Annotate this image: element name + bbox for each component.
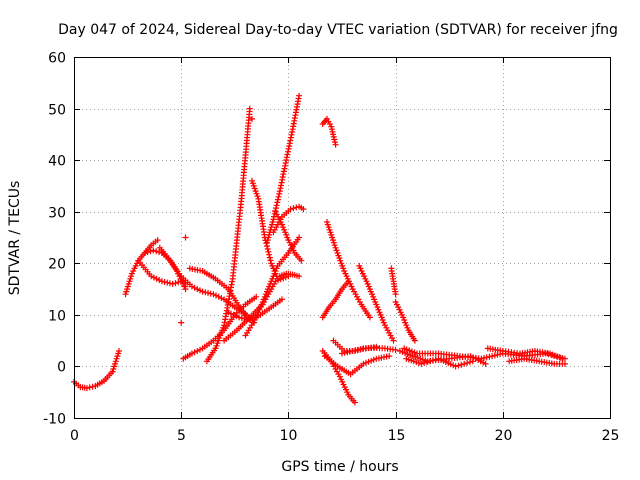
y-tick-label: 20	[48, 257, 66, 273]
data-marks	[203, 105, 253, 365]
data-marks	[249, 177, 281, 282]
data-marks	[264, 92, 303, 246]
data-marks	[392, 299, 418, 344]
x-tick-label: 0	[70, 428, 79, 444]
data-marks	[403, 355, 476, 370]
data-marks	[135, 257, 185, 287]
series-s30	[403, 355, 476, 370]
x-tick-label: 25	[602, 428, 620, 444]
series-s16	[272, 208, 305, 264]
x-tick-label: 15	[388, 428, 406, 444]
y-tick-label: 60	[48, 51, 66, 67]
series-s13	[249, 177, 281, 282]
data-marks	[272, 208, 305, 264]
x-tick-label: 10	[280, 428, 298, 444]
y-tick-label: 0	[57, 360, 66, 376]
y-axis-label: SDTVAR / TECUs	[7, 181, 23, 296]
series-s17	[276, 270, 303, 280]
data-marks	[242, 234, 303, 339]
y-tick-label: -10	[43, 412, 66, 428]
data-marks	[484, 345, 566, 362]
series-s01	[71, 348, 122, 392]
series-s22	[321, 353, 393, 378]
data-marks	[324, 219, 373, 321]
x-tick-label: 20	[495, 428, 513, 444]
data-marks	[321, 353, 393, 378]
data-marks	[506, 355, 568, 367]
series-s14	[264, 92, 303, 246]
series-s09	[203, 105, 253, 365]
series-s04	[135, 257, 185, 287]
y-tick-label: 30	[48, 206, 66, 222]
series-s12	[242, 234, 303, 339]
data-marks	[319, 278, 352, 321]
series-s20	[319, 278, 352, 321]
data-points	[71, 92, 568, 406]
y-tick-label: 40	[48, 154, 66, 170]
grid-lines	[74, 57, 610, 418]
axis-ticks	[74, 57, 611, 419]
y-tick-label: 50	[48, 103, 66, 119]
x-tick-label: 5	[177, 428, 186, 444]
series-s31	[484, 345, 566, 362]
data-marks	[319, 115, 339, 148]
series-s25	[356, 262, 397, 344]
series-s27	[392, 299, 418, 344]
data-marks	[339, 344, 399, 357]
data-marks	[71, 348, 122, 392]
x-axis-label: GPS time / hours	[281, 459, 398, 475]
data-marks	[276, 270, 303, 280]
series-s32	[506, 355, 568, 367]
y-tick-labels: -10 0 10 20 30 40 50 60	[43, 51, 66, 428]
y-tick-label: 10	[48, 309, 66, 325]
x-tick-labels: 0 5 10 15 20 25	[70, 428, 619, 444]
series-s19	[324, 219, 373, 321]
data-marks	[356, 262, 397, 344]
data-marks	[388, 265, 399, 298]
chart-title: Day 047 of 2024, Sidereal Day-to-day VTE…	[58, 22, 618, 38]
series-s24	[339, 344, 399, 357]
series-s26	[388, 265, 399, 298]
data-marks	[178, 115, 255, 326]
series-outliers	[178, 115, 255, 326]
plot-frame	[74, 57, 611, 419]
series-s18	[319, 115, 339, 148]
